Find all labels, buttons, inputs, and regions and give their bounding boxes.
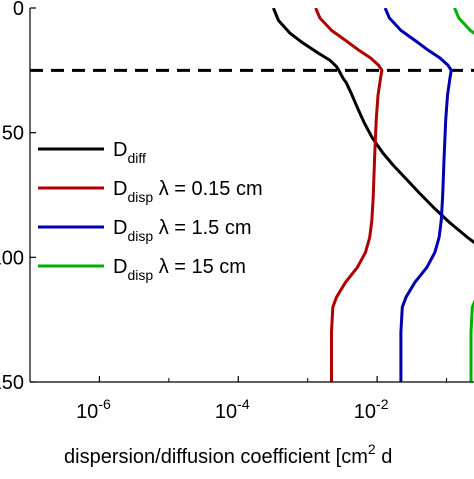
x-tick-label-2: 10-2 [354,396,389,423]
x-axis-label: dispersion/diffusion coefficient [cm2 d [64,441,392,468]
y-tick-label-3: 150 [0,372,24,394]
series-line-3 [455,8,474,382]
series-line-2 [385,8,451,382]
x-tick-label-0: 10-6 [76,396,111,423]
legend: Ddiff Ddisp λ = 0.15 cm Ddisp λ = 1.5 cm Dd… [38,139,263,283]
series-line-1 [316,8,382,382]
y-tick-label-1: 50 [2,123,24,145]
y-tick-label-0: 0 [13,0,24,20]
legend-label-0: Ddiff [113,139,146,166]
y-tick-label-2: 100 [0,247,24,269]
legend-label-1: Ddisp λ = 0.15 cm [113,178,263,205]
x-tick-label-1: 10-4 [215,396,250,423]
legend-label-2: Ddisp λ = 1.5 cm [113,217,252,244]
legend-label-3: Ddisp λ = 15 cm [113,256,246,283]
